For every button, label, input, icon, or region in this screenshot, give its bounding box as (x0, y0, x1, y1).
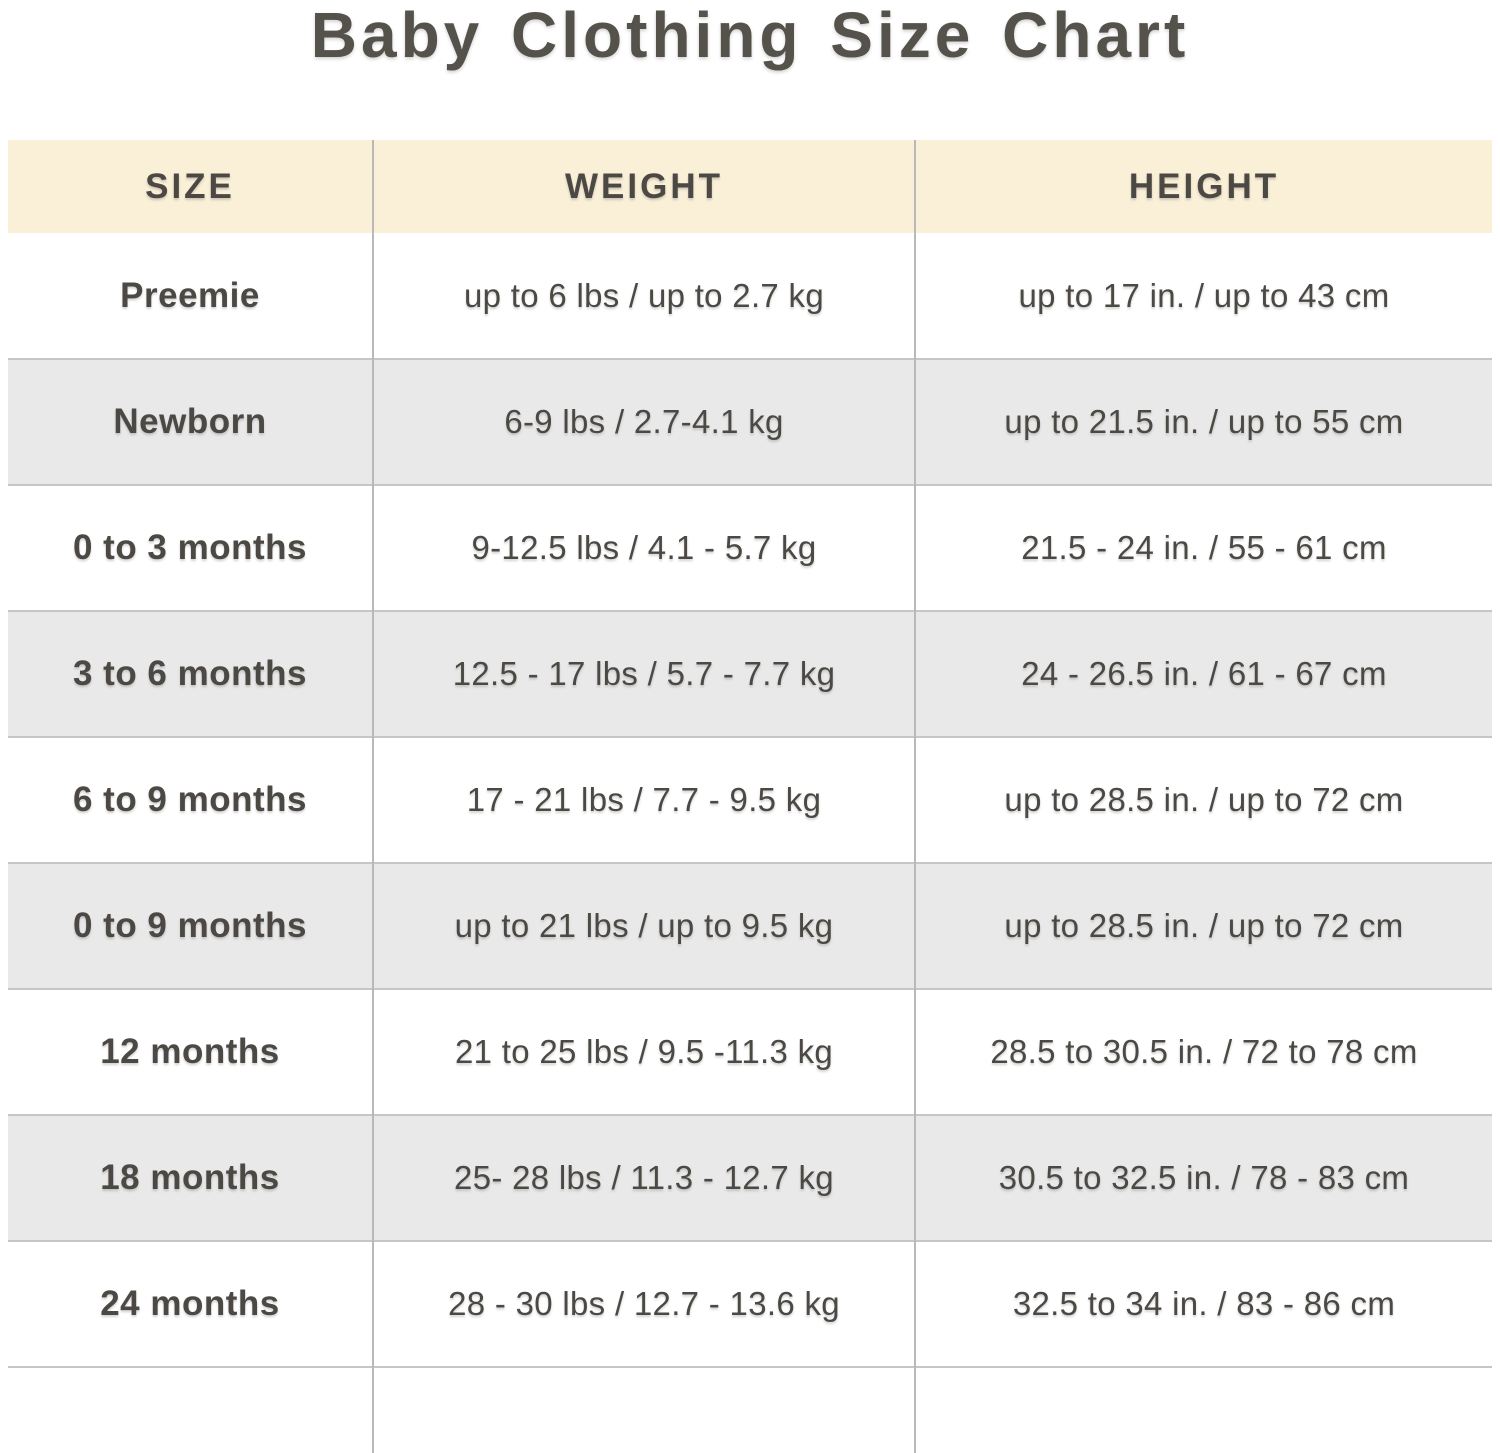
table-row: 0 to 9 months up to 21 lbs / up to 9.5 k… (8, 862, 1492, 989)
column-header-size: SIZE (8, 140, 373, 233)
table-row: 3 to 6 months 12.5 - 17 lbs / 5.7 - 7.7 … (8, 610, 1492, 737)
weight-cell: 28 - 30 lbs / 12.7 - 13.6 kg (372, 1240, 915, 1367)
size-cell: Newborn (8, 358, 373, 485)
size-cell (8, 1366, 373, 1453)
column-header-weight: WEIGHT (372, 140, 915, 233)
table-row: Preemie up to 6 lbs / up to 2.7 kg up to… (8, 233, 1492, 359)
baby-size-table: SIZE WEIGHT HEIGHT Preemie up to 6 lbs /… (8, 140, 1492, 1453)
column-header-height: HEIGHT (914, 140, 1492, 233)
weight-cell (372, 1366, 915, 1453)
weight-cell: 6-9 lbs / 2.7-4.1 kg (372, 358, 915, 485)
table-row: 18 months 25- 28 lbs / 11.3 - 12.7 kg 30… (8, 1114, 1492, 1241)
height-cell: up to 21.5 in. / up to 55 cm (914, 358, 1492, 485)
weight-cell: 21 to 25 lbs / 9.5 -11.3 kg (372, 988, 915, 1115)
weight-cell: 12.5 - 17 lbs / 5.7 - 7.7 kg (372, 610, 915, 737)
height-cell (914, 1366, 1492, 1453)
table-row: 6 to 9 months 17 - 21 lbs / 7.7 - 9.5 kg… (8, 736, 1492, 863)
page-title: Baby Clothing Size Chart (310, 0, 1190, 71)
table-row: 12 months 21 to 25 lbs / 9.5 -11.3 kg 28… (8, 988, 1492, 1115)
height-cell: up to 17 in. / up to 43 cm (914, 233, 1492, 359)
weight-cell: 25- 28 lbs / 11.3 - 12.7 kg (372, 1114, 915, 1241)
height-cell: 32.5 to 34 in. / 83 - 86 cm (914, 1240, 1492, 1367)
height-cell: 28.5 to 30.5 in. / 72 to 78 cm (914, 988, 1492, 1115)
size-cell: 3 to 6 months (8, 610, 373, 737)
table-row: 24 months 28 - 30 lbs / 12.7 - 13.6 kg 3… (8, 1240, 1492, 1367)
height-cell: 24 - 26.5 in. / 61 - 67 cm (914, 610, 1492, 737)
weight-cell: 17 - 21 lbs / 7.7 - 9.5 kg (372, 736, 915, 863)
height-cell: up to 28.5 in. / up to 72 cm (914, 862, 1492, 989)
size-cell: 6 to 9 months (8, 736, 373, 863)
height-cell: 21.5 - 24 in. / 55 - 61 cm (914, 484, 1492, 611)
table-row: Newborn 6-9 lbs / 2.7-4.1 kg up to 21.5 … (8, 358, 1492, 485)
weight-cell: up to 6 lbs / up to 2.7 kg (372, 233, 915, 359)
weight-cell: 9-12.5 lbs / 4.1 - 5.7 kg (372, 484, 915, 611)
height-cell: up to 28.5 in. / up to 72 cm (914, 736, 1492, 863)
size-cell: 18 months (8, 1114, 373, 1241)
size-cell: 24 months (8, 1240, 373, 1367)
weight-cell: up to 21 lbs / up to 9.5 kg (372, 862, 915, 989)
size-cell: 0 to 3 months (8, 484, 373, 611)
empty-row (8, 1366, 1492, 1453)
size-cell: 0 to 9 months (8, 862, 373, 989)
header-row: SIZE WEIGHT HEIGHT (8, 140, 1492, 233)
table-row: 0 to 3 months 9-12.5 lbs / 4.1 - 5.7 kg … (8, 484, 1492, 611)
size-cell: 12 months (8, 988, 373, 1115)
size-cell: Preemie (120, 275, 260, 315)
height-cell: 30.5 to 32.5 in. / 78 - 83 cm (914, 1114, 1492, 1241)
